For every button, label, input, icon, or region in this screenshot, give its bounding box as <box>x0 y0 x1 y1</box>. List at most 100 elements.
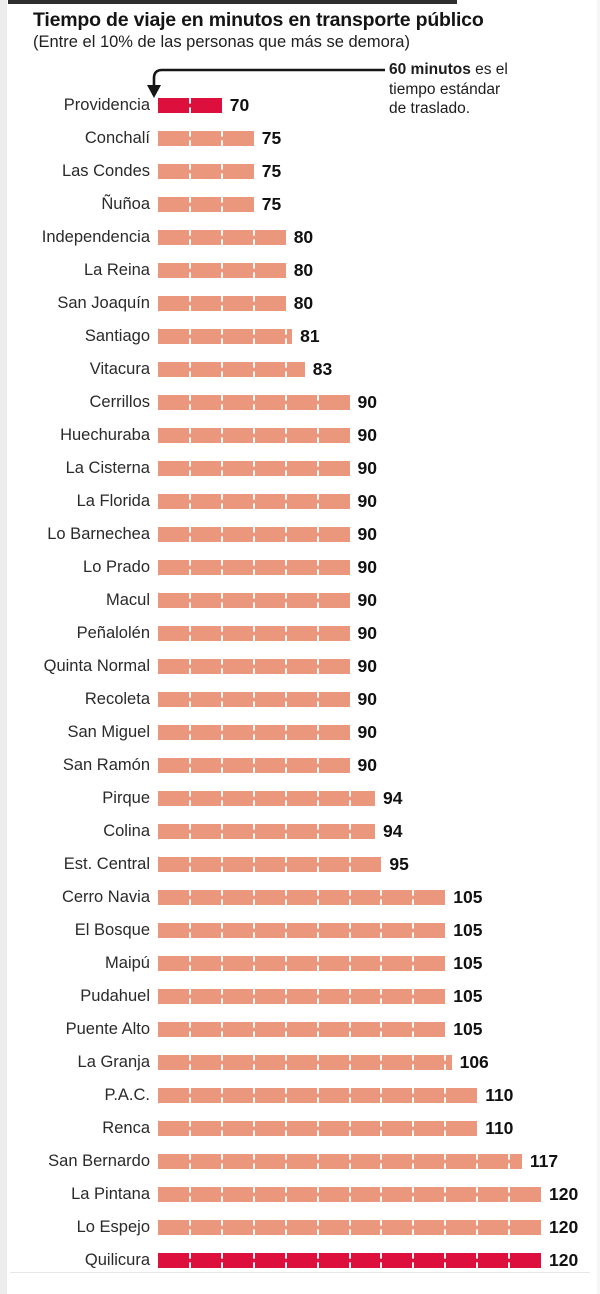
tick-separator <box>252 791 255 806</box>
tick-separator <box>188 1088 191 1103</box>
tick-separator <box>316 494 319 509</box>
bar-label: San Joaquín <box>57 294 150 312</box>
bar-row: P.A.C. 110 <box>0 1079 600 1112</box>
tick-separator <box>444 1121 447 1136</box>
bar-label: Lo Prado <box>83 558 150 576</box>
bar-highlighted <box>158 98 222 113</box>
tick-separator <box>220 329 223 344</box>
bar-label: Maipú <box>105 954 150 972</box>
tick-separator <box>316 824 319 839</box>
bar <box>158 923 446 938</box>
tick-separator <box>188 494 191 509</box>
bar-value: 110 <box>485 1118 514 1138</box>
tick-separator <box>188 1121 191 1136</box>
tick-separator <box>220 230 223 245</box>
tick-separator <box>252 989 255 1004</box>
bar-label: P.A.C. <box>104 1086 150 1104</box>
bar <box>158 263 286 278</box>
bar-value: 90 <box>357 689 377 709</box>
bar <box>158 956 446 971</box>
bar <box>158 230 286 245</box>
tick-separator <box>380 1220 383 1235</box>
tick-separator <box>220 890 223 905</box>
tick-separator <box>444 1055 447 1070</box>
bar-row: Santiago 81 <box>0 320 600 353</box>
tick-separator <box>284 527 287 542</box>
bar-label: Renca <box>102 1119 150 1137</box>
tick-separator <box>284 362 287 377</box>
bar <box>158 824 375 839</box>
tick-separator <box>220 1154 223 1169</box>
bar-value: 95 <box>389 854 409 874</box>
tick-separator <box>252 1121 255 1136</box>
tick-separator <box>252 890 255 905</box>
bar <box>158 890 446 905</box>
tick-separator <box>284 824 287 839</box>
tick-separator <box>444 1154 447 1169</box>
tick-separator <box>380 1055 383 1070</box>
tick-separator <box>476 1253 479 1268</box>
bar-value: 106 <box>459 1052 489 1072</box>
bar <box>158 758 350 773</box>
bar <box>158 362 305 377</box>
tick-separator <box>220 758 223 773</box>
bar <box>158 1055 452 1070</box>
bar <box>158 725 350 740</box>
bar-label: Vitacura <box>89 360 150 378</box>
bar-row: San Joaquín 80 <box>0 287 600 320</box>
page-left-edge <box>0 0 7 1294</box>
chart-title: Tiempo de viaje en minutos en transporte… <box>33 9 484 31</box>
bar-row: Vitacura 83 <box>0 353 600 386</box>
bar-row: Huechuraba 90 <box>0 419 600 452</box>
tick-separator <box>348 1253 351 1268</box>
tick-separator <box>348 890 351 905</box>
tick-separator <box>380 890 383 905</box>
tick-separator <box>252 1253 255 1268</box>
tick-separator <box>380 1154 383 1169</box>
tick-separator <box>188 890 191 905</box>
bar-value: 90 <box>357 656 377 676</box>
bar-label: Pirque <box>102 789 150 807</box>
bar <box>158 296 286 311</box>
tick-separator <box>412 989 415 1004</box>
bar <box>158 164 254 179</box>
tick-separator <box>220 296 223 311</box>
tick-separator <box>508 1154 511 1169</box>
bar-row: El Bosque 105 <box>0 914 600 947</box>
tick-separator <box>188 230 191 245</box>
bar-value: 70 <box>229 95 250 115</box>
bar-row: La Granja 106 <box>0 1046 600 1079</box>
tick-separator <box>220 593 223 608</box>
tick-separator <box>252 593 255 608</box>
bar-value: 90 <box>357 755 377 775</box>
bar-label: Colina <box>103 822 150 840</box>
bar-row: Independencia 80 <box>0 221 600 254</box>
tick-separator <box>316 527 319 542</box>
tick-separator <box>284 560 287 575</box>
tick-separator <box>220 923 223 938</box>
bar-value: 94 <box>383 788 403 808</box>
tick-separator <box>220 263 223 278</box>
tick-separator <box>476 1154 479 1169</box>
tick-separator <box>252 725 255 740</box>
tick-separator <box>316 725 319 740</box>
tick-separator <box>284 956 287 971</box>
bar <box>158 527 350 542</box>
tick-separator <box>252 758 255 773</box>
tick-separator <box>252 923 255 938</box>
bar-rows: Providencia 70 Conchalí 75 Las Condes 75 Ñuñoa… <box>0 89 600 1277</box>
tick-separator <box>188 857 191 872</box>
tick-separator <box>188 659 191 674</box>
tick-separator <box>188 131 191 146</box>
tick-separator <box>380 1022 383 1037</box>
tick-separator <box>220 824 223 839</box>
bar-label: San Ramón <box>62 756 150 774</box>
tick-separator <box>220 791 223 806</box>
tick-separator <box>412 923 415 938</box>
tick-separator <box>412 956 415 971</box>
tick-separator <box>284 1121 287 1136</box>
tick-separator <box>188 1055 191 1070</box>
bar-value: 94 <box>383 821 403 841</box>
tick-separator <box>188 923 191 938</box>
tick-separator <box>252 659 255 674</box>
